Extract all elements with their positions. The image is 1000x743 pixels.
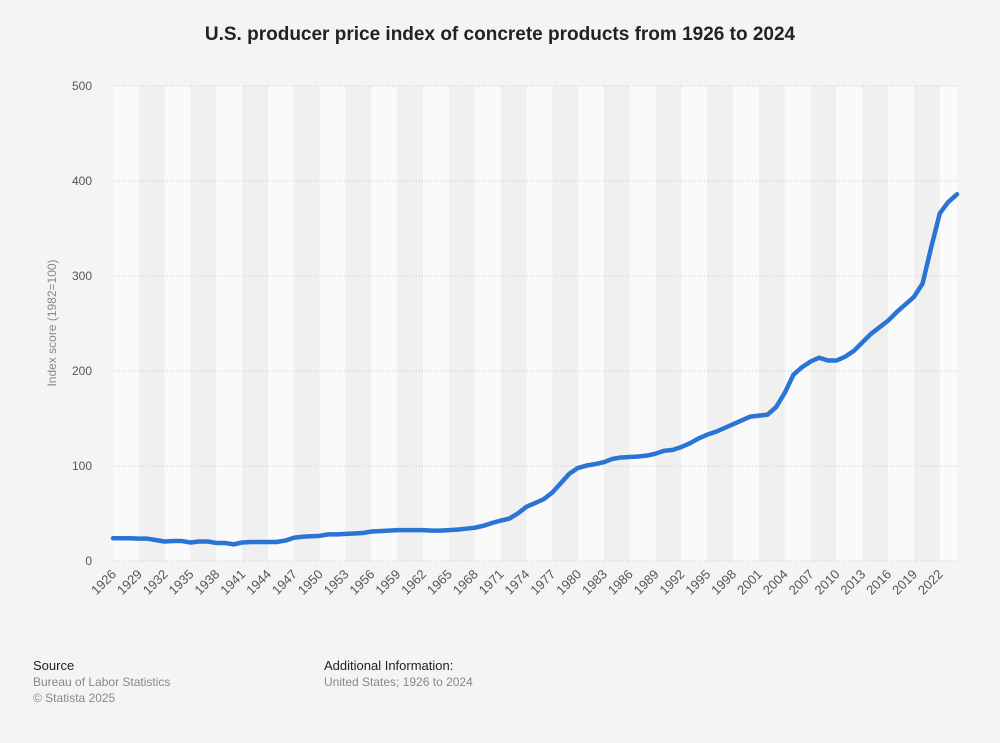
band [500,86,527,561]
band [733,86,759,561]
band [784,86,811,561]
band [655,86,682,561]
x-tick-label: 1995 [682,567,713,598]
band [448,86,475,561]
band [397,86,424,561]
band [423,86,449,561]
x-tick-label: 1929 [114,567,145,598]
band [552,86,579,561]
x-tick-label: 1932 [140,567,171,598]
x-tick-label: 1935 [166,567,197,598]
x-tick-label: 2001 [734,567,765,598]
info: United States; 1926 to 2024 [324,675,473,689]
x-tick-label: 1938 [191,567,222,598]
y-tick-label: 300 [72,269,92,283]
band [113,86,139,561]
x-tick-label: 1986 [605,567,636,598]
band [810,86,837,561]
x-tick-label: 2007 [786,567,817,598]
band [603,86,630,561]
band [474,86,501,561]
x-tick-label: 1977 [527,567,558,598]
x-tick-label: 1953 [321,567,352,598]
x-tick-label: 2004 [760,567,791,598]
x-tick-label: 1974 [501,567,532,598]
band [138,86,165,561]
chart-title: U.S. producer price index of concrete pr… [205,24,796,45]
y-tick-label: 400 [72,174,92,188]
band [913,86,940,561]
copyright: © Statista 2025 [33,691,116,705]
x-tick-label: 2019 [889,567,920,598]
band [242,86,269,561]
x-tick-label: 1971 [476,567,507,598]
x-tick-label: 1980 [553,567,584,598]
band [758,86,785,561]
x-tick-label: 1998 [708,567,739,598]
y-tick-label: 0 [85,554,92,568]
band [164,86,191,561]
band [345,86,372,561]
source: Bureau of Labor Statistics [33,675,170,689]
info-title: Additional Information: [324,658,453,673]
band [268,86,294,561]
x-tick-label: 1956 [346,567,377,598]
band [888,86,914,561]
x-tick-label: 1968 [450,567,481,598]
x-tick-label: 1983 [579,567,610,598]
line [110,192,960,547]
x-tick-label: 1959 [372,567,403,598]
band [578,86,604,561]
band [629,86,656,561]
band [293,86,320,561]
x-tick-label: 2013 [837,567,868,598]
x-tick-label: 2016 [863,567,894,598]
x-tick-label: 1947 [269,567,300,598]
band [939,86,957,561]
band [836,86,863,561]
band [216,86,243,561]
source-title: Source [33,658,74,673]
band [526,86,553,561]
band [319,86,346,561]
y-axis-title: Index score (1982=100) [45,259,59,386]
band [681,86,708,561]
y-tick-label: 200 [72,364,92,378]
x-tick-label: 1941 [217,567,248,598]
x-tick-label: 1950 [295,567,326,598]
x-tick-label: 1944 [243,567,274,598]
x-tick-label: 1965 [424,567,455,598]
band [707,86,734,561]
x-tick-label: 1926 [88,567,119,598]
x-tick-label: 1992 [656,567,687,598]
y-tick-label: 100 [72,459,92,473]
x-tick-label: 1989 [631,567,662,598]
x-tick-label: 1962 [398,567,429,598]
band [371,86,398,561]
y-tick-label: 500 [72,79,92,93]
x-tick-label: 2010 [811,567,842,598]
x-tick-label: 2022 [915,567,946,598]
band [190,86,217,561]
